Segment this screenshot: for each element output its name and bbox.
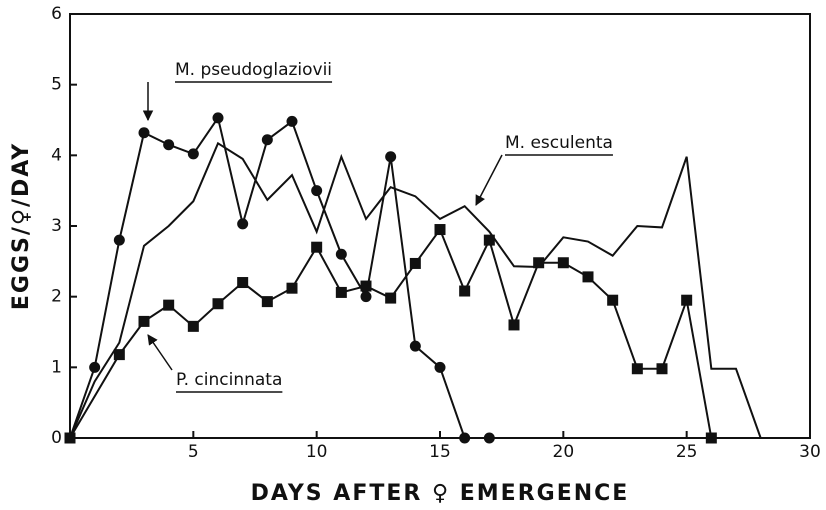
point [681, 294, 693, 306]
point [607, 294, 619, 306]
x-axis-title: DAYS AFTER ♀ EMERGENCE [251, 481, 630, 506]
point [187, 148, 199, 160]
point [89, 361, 101, 373]
point [311, 241, 323, 253]
x-tick-label: 10 [306, 442, 328, 462]
point [187, 320, 199, 332]
point [335, 248, 347, 260]
point [434, 224, 446, 236]
point [459, 432, 471, 444]
point [360, 280, 372, 292]
point [434, 361, 446, 373]
point [261, 296, 273, 308]
point [409, 257, 421, 269]
series-annotation: M. esculenta [505, 133, 613, 153]
point [261, 134, 273, 146]
point [335, 286, 347, 298]
point [360, 291, 372, 303]
point [286, 282, 298, 294]
series-line [69, 141, 762, 439]
point [533, 257, 545, 269]
x-tick-label: 30 [799, 442, 821, 462]
point [237, 218, 249, 230]
point [483, 234, 495, 246]
point [212, 112, 224, 124]
point [557, 257, 569, 269]
y-tick-label: 0 [51, 428, 62, 448]
series-line [69, 227, 713, 439]
series-annotation: M. pseudoglaziovii [175, 60, 332, 80]
point [163, 299, 175, 311]
annotation-arrow [475, 154, 503, 206]
point [459, 285, 471, 297]
point [237, 277, 249, 289]
point [385, 151, 397, 163]
x-tick-label: 25 [676, 442, 698, 462]
series-annotation: P. cincinnata [176, 370, 282, 390]
annotation-arrow [147, 334, 173, 371]
point [212, 298, 224, 310]
y-tick-label: 6 [51, 4, 62, 24]
point [582, 271, 594, 283]
point [631, 363, 643, 375]
x-tick-label: 15 [429, 442, 451, 462]
y-axis-title: EGGS/♀/DAY [9, 142, 34, 310]
point [64, 432, 76, 444]
x-tick-label: 5 [188, 442, 199, 462]
y-tick-label: 1 [51, 357, 62, 377]
point [483, 432, 495, 444]
y-tick-label: 5 [51, 75, 62, 95]
point [113, 349, 125, 361]
point [409, 340, 421, 352]
y-tick-label: 4 [51, 145, 62, 165]
y-tick-label: 2 [51, 287, 62, 307]
point [163, 139, 175, 151]
point [138, 127, 150, 139]
point [508, 319, 520, 331]
point [705, 432, 717, 444]
point [385, 292, 397, 304]
y-tick-label: 3 [51, 216, 62, 236]
point [656, 363, 668, 375]
point [113, 234, 125, 246]
point [286, 115, 298, 127]
x-tick-label: 20 [553, 442, 575, 462]
point [138, 315, 150, 327]
point [311, 185, 323, 197]
